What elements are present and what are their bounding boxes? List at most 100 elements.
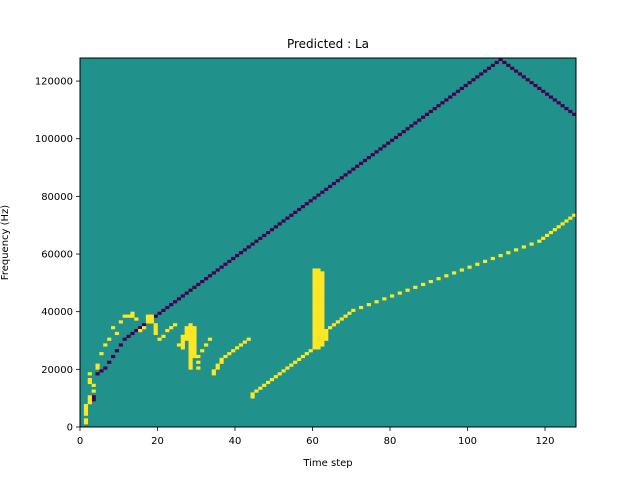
heatmap-cell-low <box>448 95 453 99</box>
heatmap-cell-low <box>351 167 356 171</box>
heatmap-cell-high <box>180 343 185 347</box>
heatmap-cell-low <box>498 58 503 62</box>
heatmap-cell-high <box>328 326 333 330</box>
x-tick-label: 100 <box>458 436 477 447</box>
heatmap-cell-low <box>525 78 530 82</box>
heatmap-cell-high <box>343 314 348 318</box>
heatmap-cell-high <box>215 366 220 370</box>
heatmap-cell-high <box>192 340 197 344</box>
heatmap-cell-low <box>355 164 360 168</box>
heatmap-cell-high <box>316 326 321 330</box>
y-tick-label: 120000 <box>35 77 73 88</box>
heatmap-cell-high <box>390 294 395 298</box>
heatmap-cell-high <box>320 308 325 312</box>
heatmap-cell-low <box>506 63 511 67</box>
heatmap-cell-low <box>568 109 573 114</box>
heatmap-cell-high <box>153 328 158 333</box>
heatmap-cell-high <box>180 337 185 341</box>
heatmap-cell-high <box>312 331 317 336</box>
heatmap-cell-low <box>413 121 418 125</box>
heatmap-cell-low <box>219 265 224 269</box>
heatmap-cell-high <box>215 363 220 367</box>
heatmap-cell-high <box>312 343 317 347</box>
heatmap-cell-low <box>173 300 178 304</box>
heatmap-cell-high <box>483 259 488 263</box>
heatmap-cell-high <box>312 297 317 301</box>
heatmap-cell-high <box>180 334 185 338</box>
heatmap-cell-high <box>250 395 255 399</box>
heatmap-cell-low <box>548 95 554 99</box>
heatmap-cell-high <box>312 340 317 344</box>
heatmap-cell-high <box>475 262 480 266</box>
heatmap-cell-high <box>149 314 154 318</box>
heatmap-cell-low <box>192 285 197 289</box>
heatmap-cell-low <box>211 271 216 275</box>
heatmap-cell-high <box>312 314 317 318</box>
heatmap-cell-low <box>262 233 267 238</box>
heatmap-cell-low <box>382 144 387 148</box>
heatmap-cell-high <box>297 357 302 361</box>
heatmap-cell-high <box>316 346 321 350</box>
heatmap-cell-high <box>242 340 247 344</box>
heatmap-cell-high <box>173 323 178 327</box>
heatmap-cell-low <box>196 282 201 287</box>
heatmap-cell-low <box>91 398 96 402</box>
heatmap-cell-low <box>153 314 158 318</box>
heatmap-cell-low <box>188 288 193 292</box>
heatmap-cell-low <box>552 98 557 102</box>
heatmap-cell-low <box>502 60 507 65</box>
heatmap-cell-low <box>161 308 166 312</box>
heatmap-cell-high <box>316 305 321 310</box>
y-tick-label: 80000 <box>41 192 73 203</box>
heatmap-cell-high <box>312 291 317 295</box>
heatmap-cell-low <box>452 92 457 96</box>
heatmap-cell-high <box>153 331 158 336</box>
heatmap-cell-high <box>312 277 317 281</box>
heatmap-cell-high <box>95 366 100 370</box>
chart-title: Predicted : La <box>287 37 369 51</box>
heatmap-cell-low <box>304 202 309 206</box>
heatmap-cell-high <box>192 346 197 350</box>
heatmap-cell-high <box>316 300 321 304</box>
heatmap-cell-high <box>316 291 321 295</box>
heatmap-cell-low <box>347 170 352 174</box>
heatmap-cell-high <box>312 300 317 304</box>
heatmap-cell-high <box>552 228 557 232</box>
heatmap-cell-high <box>324 337 329 341</box>
heatmap-cell-high <box>312 282 317 287</box>
heatmap-cell-low <box>320 190 325 194</box>
heatmap-cell-high <box>83 412 89 416</box>
heatmap-cell-low <box>510 66 515 70</box>
heatmap-cell-high <box>184 331 189 336</box>
heatmap-background <box>80 58 576 427</box>
heatmap-cell-low <box>537 86 542 91</box>
heatmap-cell-high <box>316 317 321 321</box>
heatmap-cell-low <box>99 369 104 373</box>
heatmap-cell-low <box>393 135 399 140</box>
heatmap-cell-high <box>87 372 92 376</box>
heatmap-cell-low <box>366 156 371 160</box>
heatmap-cell-low <box>269 228 275 232</box>
heatmap-cell-high <box>320 285 325 289</box>
heatmap-cell-low <box>541 89 546 93</box>
heatmap-cell-high <box>572 213 577 217</box>
heatmap-cell-high <box>316 328 321 333</box>
heatmap-cell-high <box>320 343 325 347</box>
heatmap-cell-high <box>192 343 197 347</box>
heatmap-cell-low <box>231 256 236 261</box>
heatmap-cell-high <box>153 323 158 327</box>
heatmap-cell-high <box>316 279 321 284</box>
y-axis: 0 20000 40000 60000 80000 100000 120000 <box>35 77 80 434</box>
heatmap-cell-high <box>312 320 317 324</box>
heatmap-cell-high <box>99 352 104 356</box>
heatmap-cell-low <box>440 101 445 105</box>
heatmap-cell-low <box>122 337 127 341</box>
heatmap-cell-low <box>335 179 340 183</box>
heatmap-cell-low <box>200 279 205 284</box>
heatmap-cell-low <box>324 187 329 191</box>
heatmap-cell-low <box>455 89 461 93</box>
heatmap-cell-high <box>114 331 120 336</box>
heatmap-cell-high <box>320 291 325 295</box>
heatmap-cell-high <box>316 337 321 341</box>
heatmap-cell-high <box>312 305 317 310</box>
